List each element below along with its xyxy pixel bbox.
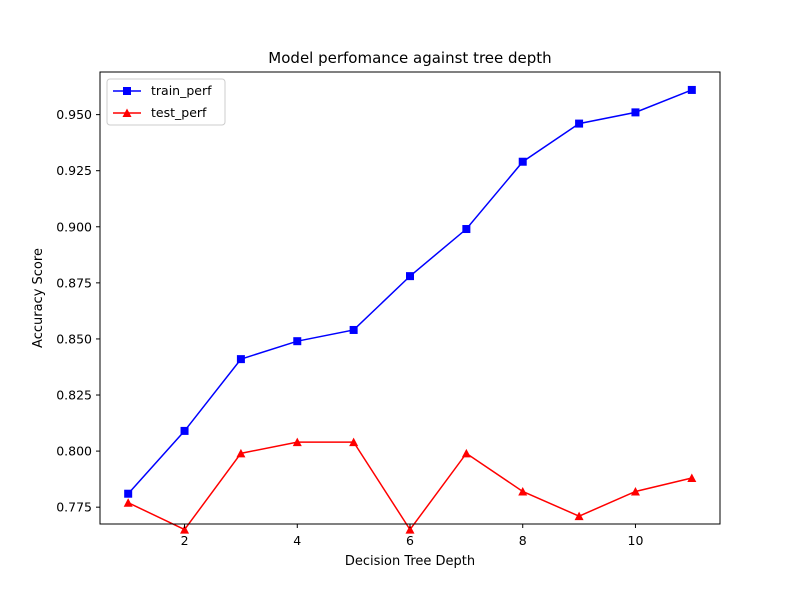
y-tick-label: 0.800 <box>56 444 92 459</box>
data-point-test-perf <box>349 437 359 447</box>
legend-triangle-marker <box>122 108 132 117</box>
plot-area-frame <box>99 71 721 525</box>
y-axis-ticks: 0.775 0.800 0.825 0.850 0.875 0.900 0.925 0.950 <box>56 107 100 515</box>
x-axis-label: Decision Tree Depth <box>345 554 475 569</box>
data-point-test-perf <box>292 437 302 447</box>
x-tick-label: 2 <box>181 533 189 548</box>
series-layer <box>123 85 697 534</box>
y-tick-label: 0.825 <box>56 388 92 403</box>
data-point-test-perf <box>236 448 246 458</box>
data-point-train-perf <box>236 355 245 364</box>
data-point-train-perf <box>687 85 696 94</box>
data-point-test-perf <box>518 486 528 496</box>
x-tick-label: 4 <box>293 533 301 548</box>
data-point-train-perf <box>406 272 414 281</box>
legend-label-train-perf: train_perf <box>151 83 212 98</box>
data-point-test-perf <box>405 525 415 534</box>
data-point-train-perf <box>518 157 527 166</box>
y-tick-label: 0.950 <box>56 107 92 122</box>
data-point-test-perf <box>180 525 190 534</box>
data-point-train-perf <box>349 325 358 334</box>
data-point-train-perf <box>631 108 640 117</box>
legend: train_perf test_perf <box>106 78 226 126</box>
x-tick-label: 6 <box>406 533 414 548</box>
chart-title: Model perfomance against tree depth <box>268 49 551 67</box>
data-point-train-perf <box>180 426 189 435</box>
y-tick-label: 0.900 <box>56 219 92 234</box>
y-axis-label: Accuracy Score <box>31 248 46 348</box>
x-axis-ticks: 2 4 6 8 10 <box>181 524 644 548</box>
data-point-test-perf <box>461 448 471 458</box>
legend-label-test-perf: test_perf <box>151 105 207 120</box>
x-tick-label: 8 <box>519 533 527 548</box>
data-point-test-perf <box>123 498 133 507</box>
y-tick-label: 0.850 <box>56 331 92 346</box>
x-tick-label: 10 <box>628 533 644 548</box>
data-point-test-perf <box>574 511 584 521</box>
data-point-train-perf <box>124 489 133 498</box>
data-point-train-perf <box>462 225 471 234</box>
data-point-test-perf <box>687 473 697 483</box>
data-point-train-perf <box>293 337 302 346</box>
y-tick-label: 0.775 <box>56 500 92 515</box>
y-tick-label: 0.875 <box>56 275 92 290</box>
data-point-test-perf <box>630 486 640 496</box>
data-point-train-perf <box>575 119 584 128</box>
y-tick-label: 0.925 <box>56 163 92 178</box>
legend-square-marker <box>123 87 131 95</box>
